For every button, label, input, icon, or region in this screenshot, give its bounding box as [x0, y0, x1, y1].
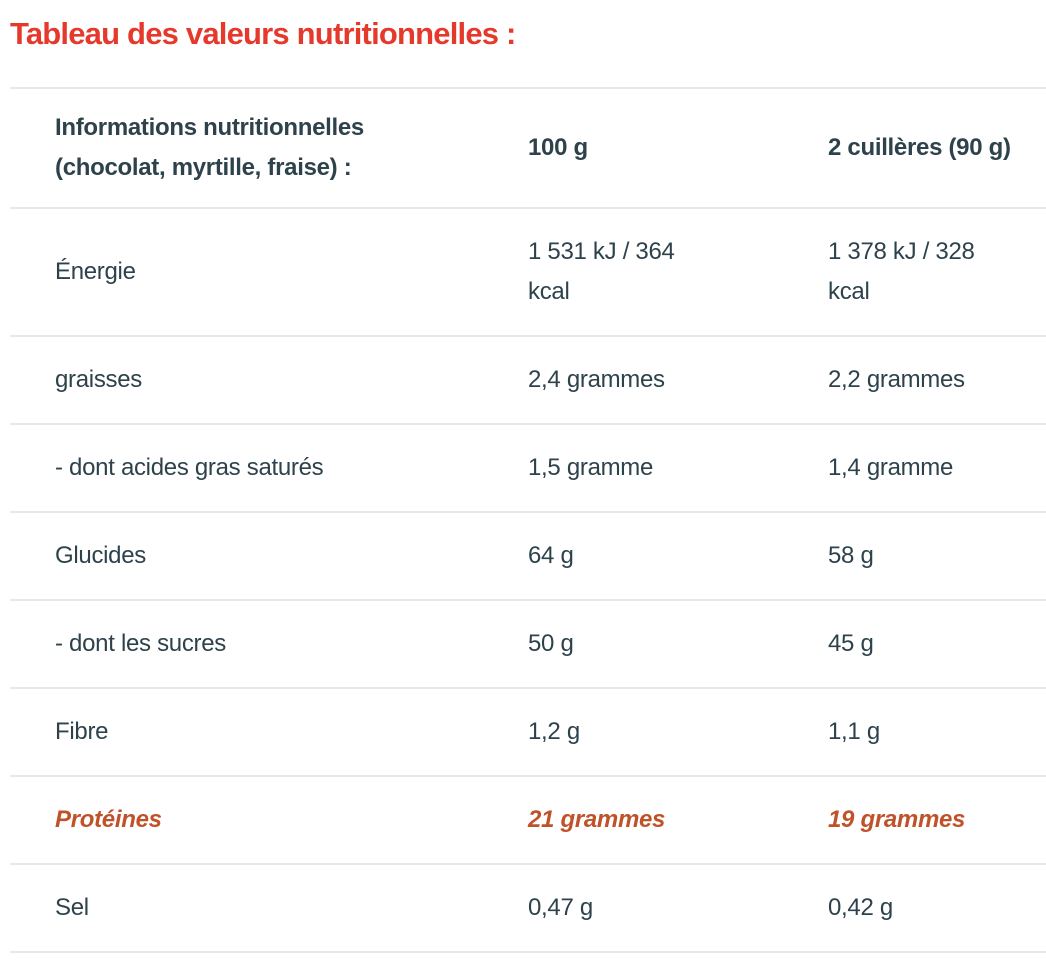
- row-acides-gras-satures: - dont acides gras saturés 1,5 gramme 1,…: [10, 424, 1046, 512]
- row-glucides: Glucides 64 g 58 g: [10, 512, 1046, 600]
- row-sel: Sel 0,47 g 0,42 g: [10, 864, 1046, 952]
- row-label: - dont les sucres: [55, 630, 226, 657]
- row-label: Protéines: [55, 806, 162, 833]
- value-serving: 0,42 g: [828, 894, 893, 921]
- header-col-100g: 100 g: [528, 134, 588, 161]
- row-label: graisses: [55, 366, 142, 393]
- row-label: Glucides: [55, 542, 146, 569]
- value-serving: 1,1 g: [828, 718, 880, 745]
- value-serving: 2,2 grammes: [828, 366, 965, 393]
- row-label: Fibre: [55, 718, 109, 745]
- table-header-row: Informations nutritionnelles (chocolat, …: [10, 88, 1046, 208]
- row-proteines: Protéines 21 grammes 19 grammes: [10, 776, 1046, 864]
- value-serving: 1 378 kJ / 328 kcal: [828, 238, 975, 305]
- header-info-label: Informations nutritionnelles (chocolat, …: [55, 114, 364, 181]
- value-serving: 1,4 gramme: [828, 454, 954, 481]
- value-100g: 21 grammes: [528, 806, 666, 833]
- value-100g: 1,2 g: [528, 718, 580, 745]
- header-col-serving: 2 cuillères (90 g): [828, 134, 1011, 161]
- row-label: - dont acides gras saturés: [55, 454, 324, 481]
- value-100g: 64 g: [528, 542, 574, 569]
- row-energie: Énergie 1 531 kJ / 364 kcal 1 378 kJ / 3…: [10, 208, 1046, 336]
- value-serving: 19 grammes: [828, 806, 966, 833]
- nutrition-table: Informations nutritionnelles (chocolat, …: [10, 87, 1046, 953]
- row-fibre: Fibre 1,2 g 1,1 g: [10, 688, 1046, 776]
- value-serving: 58 g: [828, 542, 874, 569]
- value-100g: 50 g: [528, 630, 574, 657]
- value-serving: 45 g: [828, 630, 874, 657]
- value-100g: 1,5 gramme: [528, 454, 654, 481]
- value-100g: 1 531 kJ / 364 kcal: [528, 238, 675, 305]
- row-sucres: - dont les sucres 50 g 45 g: [10, 600, 1046, 688]
- page-title: Tableau des valeurs nutritionnelles :: [10, 16, 516, 51]
- value-100g: 0,47 g: [528, 894, 593, 921]
- row-label: Sel: [55, 894, 89, 921]
- row-graisses: graisses 2,4 grammes 2,2 grammes: [10, 336, 1046, 424]
- row-label: Énergie: [55, 258, 136, 285]
- value-100g: 2,4 grammes: [528, 366, 665, 393]
